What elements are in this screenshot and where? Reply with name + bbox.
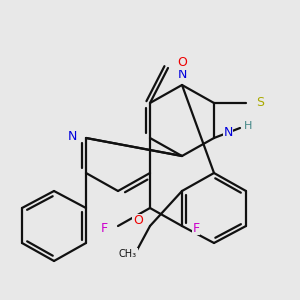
- Text: S: S: [256, 97, 264, 110]
- Text: CH₃: CH₃: [119, 249, 137, 259]
- Text: F: F: [192, 221, 200, 235]
- Text: N: N: [177, 68, 187, 82]
- Text: O: O: [177, 56, 187, 70]
- Text: N: N: [67, 130, 77, 142]
- Text: O: O: [133, 214, 143, 227]
- Text: H: H: [244, 121, 252, 131]
- Text: F: F: [100, 221, 108, 235]
- Text: N: N: [223, 127, 233, 140]
